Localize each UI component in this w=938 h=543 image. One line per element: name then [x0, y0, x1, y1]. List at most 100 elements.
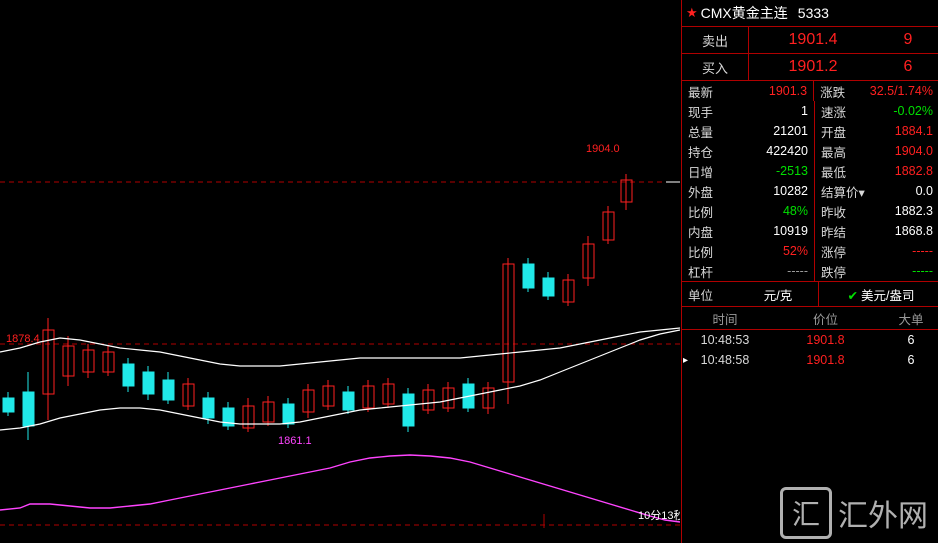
stat-label-left: 最新: [688, 85, 714, 100]
stat-value-right: -----: [912, 264, 933, 278]
stat-row: 总量 21201 开盘 1884.1: [682, 121, 938, 141]
ma-magenta-line: [0, 454, 680, 523]
stat-value-left: 52%: [782, 244, 808, 258]
ticks-col-time: 时间: [712, 312, 738, 327]
unit-option-usd-label: 美元/盎司: [861, 288, 915, 303]
divider: [814, 101, 815, 121]
watermark-text: 汇外网: [838, 499, 928, 534]
bid-label: 买入: [701, 60, 728, 76]
stat-value-right: 32.5/1.74%: [869, 84, 933, 98]
quote-panel: ★ CMX黄金主连 5333 卖出 1901.4 9 买入 1901.2 6 最…: [681, 0, 938, 543]
stat-label-left: 外盘: [688, 185, 714, 200]
stat-value-right: 1904.0: [894, 144, 933, 158]
stat-label-left: 日增: [688, 165, 714, 180]
bid-row[interactable]: 买入 1901.2 6: [682, 54, 938, 81]
divider: [814, 161, 815, 181]
stat-value-left: 21201: [773, 124, 808, 138]
tick-qty: 6: [907, 333, 915, 347]
stat-row: 内盘 10919 昨结 1868.8: [682, 221, 938, 241]
divider: [814, 261, 815, 281]
stat-row: 日增 -2513 最低 1882.8: [682, 161, 938, 181]
chart-canvas: [0, 174, 680, 528]
stat-label-right: 最高: [821, 145, 847, 160]
mid-price-label: 1878.4: [6, 333, 40, 345]
tick-qty: 6: [907, 353, 915, 367]
low-price-label: 1861.1: [278, 435, 312, 447]
divider: [814, 181, 815, 201]
ticks-header: 时间 价位 大单: [682, 307, 938, 330]
stat-label-left: 比例: [688, 205, 714, 220]
check-icon: ✔: [847, 288, 858, 303]
stat-value-left: 1: [801, 104, 808, 118]
stat-label-left: 杠杆: [688, 265, 714, 280]
instrument-name: CMX黄金主连: [700, 5, 788, 21]
stat-value-left: -2513: [776, 164, 808, 178]
candlestick-series: [2, 174, 633, 440]
stat-row: 外盘 10282 结算价▾ 0.0: [682, 181, 938, 201]
stat-label-right: 最低: [821, 165, 847, 180]
unit-option-usd[interactable]: ✔ 美元/盎司: [819, 285, 938, 304]
divider: [814, 201, 815, 221]
watermark: 汇 汇外网: [780, 487, 928, 539]
stat-label-left: 比例: [688, 245, 714, 260]
stat-label-right: 速涨: [821, 105, 847, 120]
tick-row: 10:48:53 1901.8 6: [682, 330, 938, 350]
divider: [814, 121, 815, 141]
stat-row: 比例 48% 昨收 1882.3: [682, 201, 938, 221]
tick-time: ▸ 10:48:58: [682, 353, 768, 367]
divider: [814, 241, 815, 261]
stat-value-left: -----: [787, 264, 808, 278]
stat-row: 持仓 422420 最高 1904.0: [682, 141, 938, 161]
direction-icon: ▸: [683, 355, 689, 366]
ticks-col-qty: 大单: [898, 312, 924, 327]
ask-label: 卖出: [701, 33, 728, 49]
stat-value-left: 48%: [782, 204, 808, 218]
stat-value-left: 10919: [773, 224, 808, 238]
stat-label-right: 跌停: [821, 265, 847, 280]
stat-row: 现手 1 速涨 -0.02%: [682, 101, 938, 121]
ask-qty: 9: [903, 31, 913, 48]
instrument-header[interactable]: ★ CMX黄金主连 5333: [682, 0, 938, 27]
unit-selector[interactable]: 单位 元/克 ✔ 美元/盎司: [682, 282, 938, 307]
tick-row: ▸ 10:48:58 1901.8 6: [682, 350, 938, 370]
stat-label-left: 持仓: [688, 145, 714, 160]
stat-row: 杠杆 ----- 跌停 -----: [682, 261, 938, 281]
ask-row[interactable]: 卖出 1901.4 9: [682, 27, 938, 54]
high-price-label: 1904.0: [586, 143, 620, 155]
ticks-list: 10:48:53 1901.8 6 ▸ 10:48:58 1901.8 6: [682, 330, 938, 370]
tick-time: 10:48:53: [682, 333, 768, 347]
stat-label-right: 结算价▾: [821, 185, 865, 200]
statistics-grid: 最新 1901.3 涨跌 32.5/1.74% 现手 1 速涨 -0.02% 总量 21201 开盘…: [682, 81, 938, 282]
divider: [748, 27, 749, 53]
unit-option-cny[interactable]: 元/克: [763, 288, 793, 303]
stat-label-right: 昨结: [821, 225, 847, 240]
stat-row: 比例 52% 涨停 -----: [682, 241, 938, 261]
stat-label-left: 现手: [688, 105, 714, 120]
tick-time-text: 10:48:58: [700, 353, 750, 367]
stat-label-left: 总量: [688, 125, 714, 140]
divider: [814, 221, 815, 241]
tick-price: 1901.8: [806, 353, 845, 367]
star-icon[interactable]: ★: [686, 5, 698, 20]
ask-price: 1901.4: [788, 31, 838, 48]
ticks-col-price: 价位: [812, 312, 838, 327]
tick-time-text: 10:48:53: [700, 333, 750, 347]
ma-white-line: [0, 327, 680, 367]
stat-row: 最新 1901.3 涨跌 32.5/1.74%: [682, 81, 938, 101]
stat-label-left: 内盘: [688, 225, 714, 240]
countdown-label: 10分13秒: [638, 510, 680, 522]
stat-value-right: 1882.3: [894, 204, 933, 218]
ma-white-band-lower: [0, 329, 680, 431]
stat-label-right: 涨停: [821, 245, 847, 260]
stat-value-left: 1901.3: [768, 84, 808, 98]
divider: [813, 81, 815, 101]
stat-value-right: 1884.1: [894, 124, 933, 138]
stat-label-right: 涨跌: [820, 85, 846, 100]
stat-value-right: 1882.8: [894, 164, 933, 178]
unit-label: 单位: [688, 288, 714, 303]
stat-value-left: 10282: [773, 184, 808, 198]
stat-value-right: 1868.8: [894, 224, 933, 238]
bid-qty: 6: [903, 58, 913, 75]
price-chart[interactable]: 1904.0 1878.4 1861.1 10分13秒: [0, 0, 680, 543]
